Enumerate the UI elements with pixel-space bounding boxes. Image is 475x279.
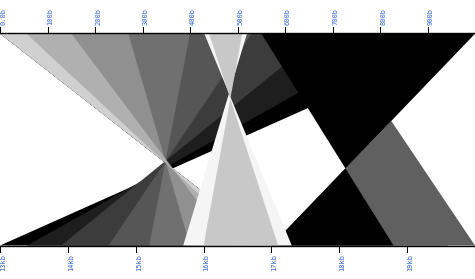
Polygon shape (0, 33, 271, 246)
Text: 400b: 400b (190, 8, 196, 25)
Polygon shape (271, 33, 475, 246)
Polygon shape (183, 33, 292, 246)
Text: 17kb: 17kb (271, 254, 277, 271)
Polygon shape (0, 33, 271, 246)
Text: 19kb: 19kb (407, 254, 413, 271)
Polygon shape (0, 33, 404, 246)
Text: 900b: 900b (428, 8, 434, 25)
Polygon shape (0, 33, 271, 246)
Polygon shape (0, 33, 323, 246)
Polygon shape (0, 33, 475, 246)
Text: 13kb: 13kb (0, 254, 6, 271)
Text: 0.0b: 0.0b (0, 8, 6, 25)
Polygon shape (261, 33, 475, 246)
Polygon shape (204, 33, 278, 246)
Text: 600b: 600b (285, 8, 291, 25)
Polygon shape (271, 33, 475, 246)
Text: 18kb: 18kb (339, 254, 345, 271)
Text: 16kb: 16kb (204, 254, 209, 271)
Polygon shape (0, 33, 271, 246)
Text: 200b: 200b (95, 8, 101, 25)
Text: 14kb: 14kb (68, 254, 74, 271)
Text: 700b: 700b (332, 8, 339, 25)
Polygon shape (0, 33, 271, 246)
Text: 500b: 500b (238, 8, 244, 25)
Text: 15kb: 15kb (136, 254, 142, 271)
Text: 100b: 100b (48, 8, 54, 25)
Text: 800b: 800b (380, 8, 386, 25)
Text: 300b: 300b (142, 8, 149, 25)
